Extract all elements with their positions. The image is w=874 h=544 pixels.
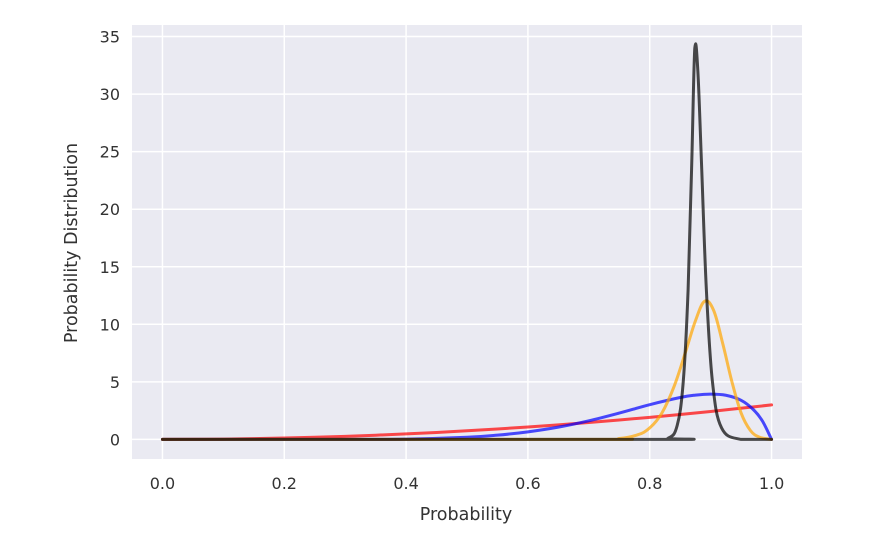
x-tick-labels: 0.0 0.2 0.4 0.6 0.8 1.0 bbox=[150, 474, 785, 493]
x-tick-label: 0.8 bbox=[637, 474, 662, 493]
x-axis-label: Probability bbox=[420, 505, 513, 525]
y-tick-label: 5 bbox=[110, 373, 120, 392]
y-tick-label: 15 bbox=[100, 258, 120, 277]
x-tick-label: 0.2 bbox=[272, 474, 297, 493]
y-tick-label: 30 bbox=[100, 85, 120, 104]
x-tick-label: 1.0 bbox=[759, 474, 784, 493]
x-tick-label: 0.0 bbox=[150, 474, 175, 493]
y-tick-label: 10 bbox=[100, 315, 120, 334]
y-tick-labels: 0 5 10 15 20 25 30 35 bbox=[100, 28, 120, 450]
y-tick-label: 0 bbox=[110, 430, 120, 449]
series-lines bbox=[160, 42, 774, 441]
y-tick-label: 25 bbox=[100, 143, 120, 162]
y-axis-label: Probability Distribution bbox=[62, 143, 82, 343]
y-tick-label: 35 bbox=[100, 28, 120, 47]
series-line bbox=[160, 42, 774, 441]
x-tick-label: 0.6 bbox=[515, 474, 540, 493]
x-tick-label: 0.4 bbox=[393, 474, 418, 493]
y-tick-label: 20 bbox=[100, 200, 120, 219]
